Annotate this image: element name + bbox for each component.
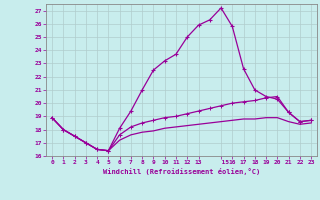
X-axis label: Windchill (Refroidissement éolien,°C): Windchill (Refroidissement éolien,°C): [103, 168, 260, 175]
